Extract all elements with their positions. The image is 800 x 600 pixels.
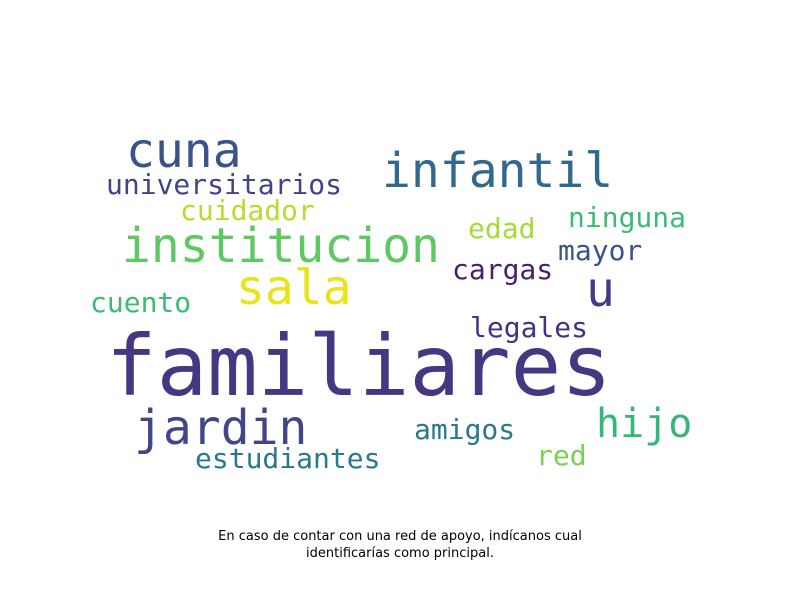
word-sala: sala xyxy=(236,260,352,316)
chart-caption: En caso de contar con una red de apoyo, … xyxy=(150,528,650,562)
word-cuento: cuento xyxy=(90,286,191,319)
word-mayor: mayor xyxy=(558,234,642,267)
word-edad: edad xyxy=(468,212,535,245)
word-red: red xyxy=(536,439,587,472)
word-familiares: familiares xyxy=(106,317,612,415)
word-cuna: cuna xyxy=(126,123,242,179)
word-hijo: hijo xyxy=(596,401,692,447)
word-institucion: institucion xyxy=(122,218,440,274)
word-cargas: cargas xyxy=(452,253,553,286)
word-cuidador: cuidador xyxy=(180,194,315,227)
word-legales: legales xyxy=(470,311,588,344)
caption-line-2: identificarías como principal. xyxy=(306,546,494,561)
word-jardin: jardin xyxy=(134,400,307,456)
word-ninguna: ninguna xyxy=(568,201,686,234)
word-u: u xyxy=(586,262,615,318)
word-infantil: infantil xyxy=(382,143,613,199)
word-estudiantes: estudiantes xyxy=(195,442,380,475)
caption-line-1: En caso de contar con una red de apoyo, … xyxy=(218,529,582,544)
word-universitarios: universitarios xyxy=(106,168,342,201)
word-amigos: amigos xyxy=(414,413,515,446)
